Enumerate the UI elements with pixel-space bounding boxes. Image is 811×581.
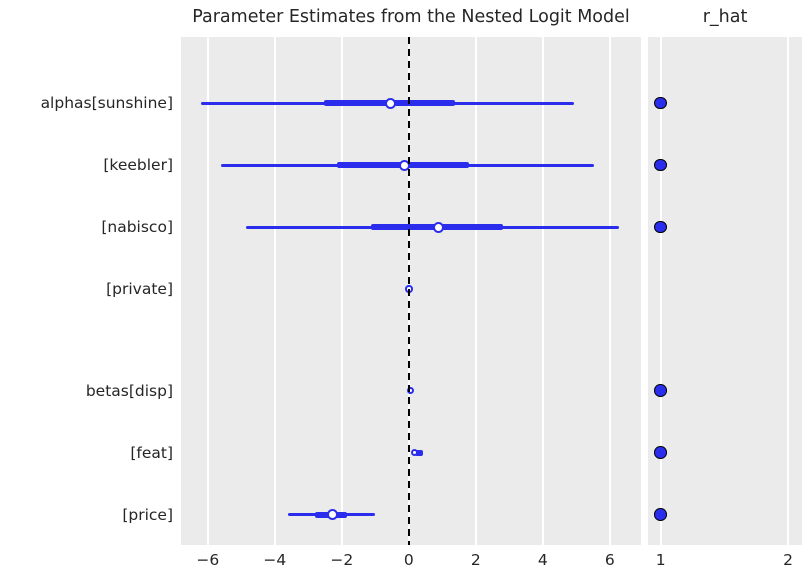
median-marker bbox=[410, 448, 419, 457]
gridline bbox=[787, 37, 789, 545]
parameter-label: [private] bbox=[106, 280, 173, 298]
gridline bbox=[659, 37, 662, 545]
parameter-label: [nabisco] bbox=[101, 218, 173, 236]
x-tick-label: −6 bbox=[196, 551, 220, 569]
rhat-dot bbox=[654, 384, 667, 397]
x-tick-label: −4 bbox=[263, 551, 287, 569]
median-marker bbox=[433, 221, 445, 233]
x-tick-label: 2 bbox=[470, 551, 481, 569]
parameter-label: betas[disp] bbox=[85, 381, 173, 400]
chart-title: Parameter Estimates from the Nested Logi… bbox=[192, 7, 630, 27]
x-tick-label: 1 bbox=[655, 551, 666, 569]
rhat-dot bbox=[654, 446, 667, 459]
gridline bbox=[542, 37, 544, 545]
x-tick-label: 4 bbox=[537, 551, 548, 569]
parameter-label: alphas[sunshine] bbox=[40, 94, 173, 112]
gridline bbox=[609, 37, 611, 545]
rhat-dot bbox=[654, 158, 667, 172]
median-marker bbox=[406, 386, 415, 395]
quartile-interval-line bbox=[414, 449, 423, 456]
gridline bbox=[274, 37, 276, 545]
rhat-dot bbox=[654, 96, 667, 110]
rhat-dot bbox=[654, 220, 667, 234]
gridline bbox=[475, 37, 477, 545]
parameter-label: [price] bbox=[122, 505, 173, 524]
rhat-panel-title: r_hat bbox=[702, 7, 748, 27]
rhat-dot bbox=[654, 508, 667, 521]
rhat-panel bbox=[648, 37, 802, 545]
parameter-label: [keebler] bbox=[103, 156, 173, 174]
gridline bbox=[207, 37, 209, 545]
x-tick-label: −2 bbox=[330, 551, 354, 569]
zero-reference-line bbox=[407, 37, 410, 545]
median-marker bbox=[327, 509, 339, 521]
parameter-label: [feat] bbox=[130, 443, 173, 462]
estimates-panel bbox=[181, 37, 641, 545]
x-tick-label: 2 bbox=[783, 551, 793, 569]
gridline bbox=[341, 37, 343, 545]
x-tick-label: 0 bbox=[403, 551, 414, 569]
median-marker bbox=[385, 97, 397, 109]
x-tick-label: 6 bbox=[604, 551, 615, 569]
